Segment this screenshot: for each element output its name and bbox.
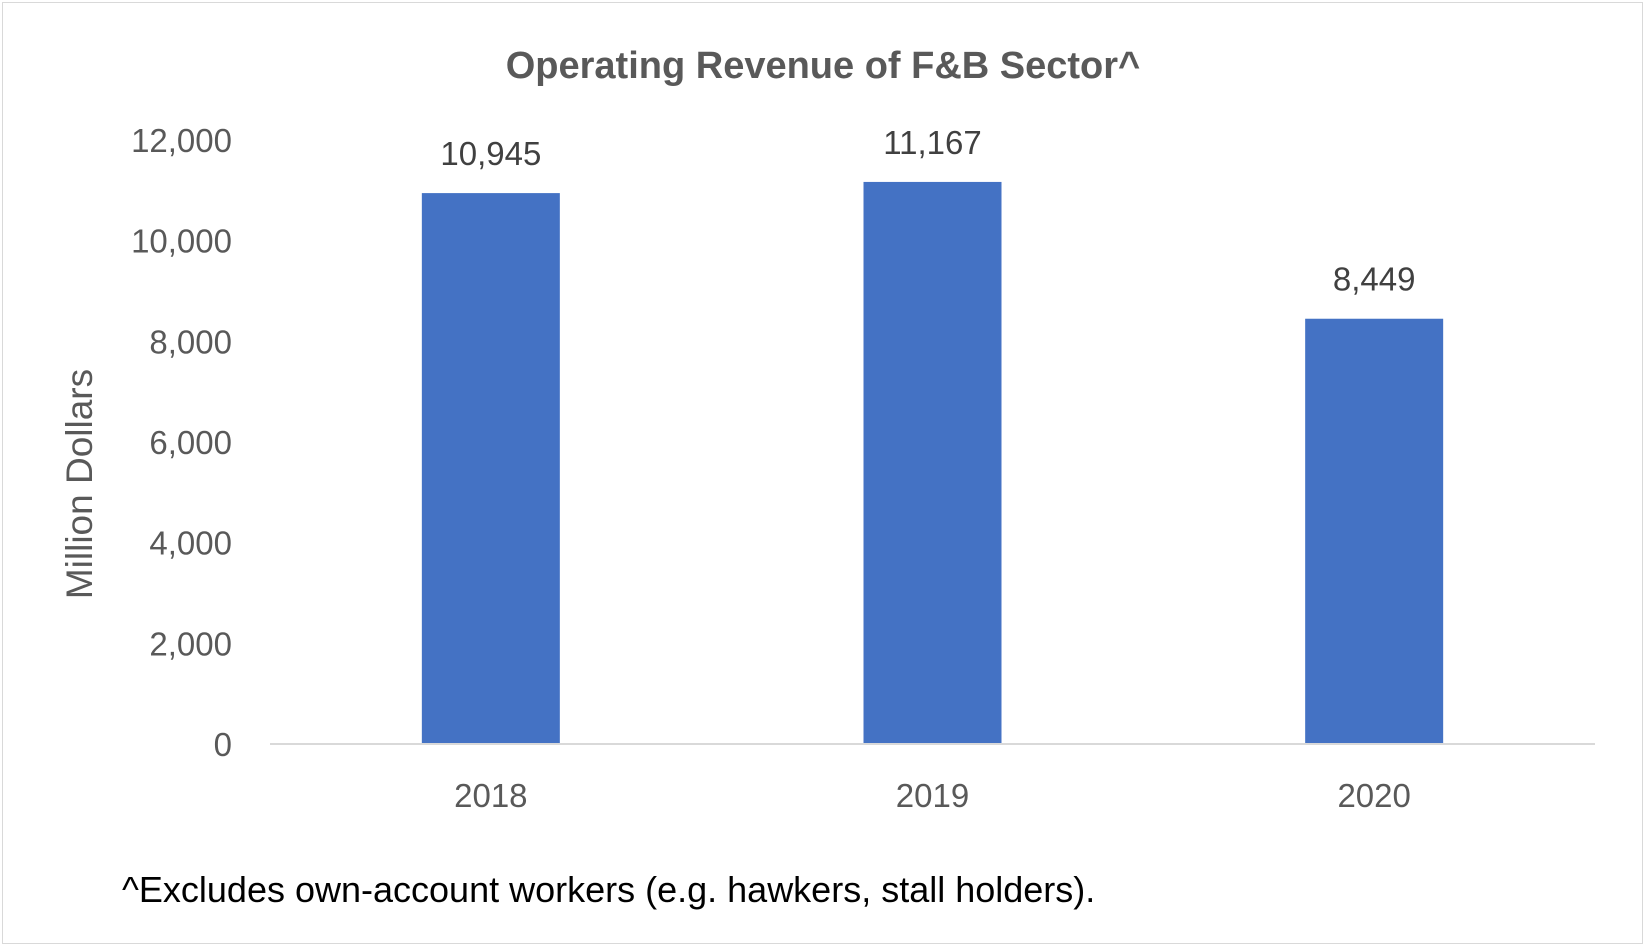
data-label: 8,449 bbox=[1333, 261, 1416, 298]
bars bbox=[421, 181, 1444, 744]
y-axis-ticks: 0 2,000 4,000 6,000 8,000 10,000 12,000 bbox=[131, 122, 232, 763]
bar bbox=[1305, 318, 1444, 744]
x-tick-label: 2018 bbox=[454, 777, 527, 814]
footnote: ^Excludes own-account workers (e.g. hawk… bbox=[122, 869, 1095, 910]
x-tick-label: 2020 bbox=[1337, 777, 1410, 814]
y-tick-label: 2,000 bbox=[149, 625, 232, 662]
data-labels: 10,945 11,167 8,449 bbox=[440, 124, 1415, 298]
x-axis-ticks: 2018 2019 2020 bbox=[454, 777, 1411, 814]
chart-title: Operating Revenue of F&B Sector^ bbox=[506, 45, 1141, 87]
y-tick-label: 8,000 bbox=[149, 323, 232, 360]
y-tick-label: 6,000 bbox=[149, 424, 232, 461]
data-label: 10,945 bbox=[440, 135, 541, 172]
x-tick-label: 2019 bbox=[896, 777, 969, 814]
y-tick-label: 10,000 bbox=[131, 223, 232, 260]
y-tick-label: 12,000 bbox=[131, 122, 232, 159]
data-label: 11,167 bbox=[883, 124, 981, 161]
y-tick-label: 0 bbox=[214, 726, 232, 763]
y-tick-label: 4,000 bbox=[149, 525, 232, 562]
y-axis-title: Million Dollars bbox=[59, 369, 100, 599]
bar bbox=[421, 193, 560, 744]
bar bbox=[863, 181, 1002, 744]
